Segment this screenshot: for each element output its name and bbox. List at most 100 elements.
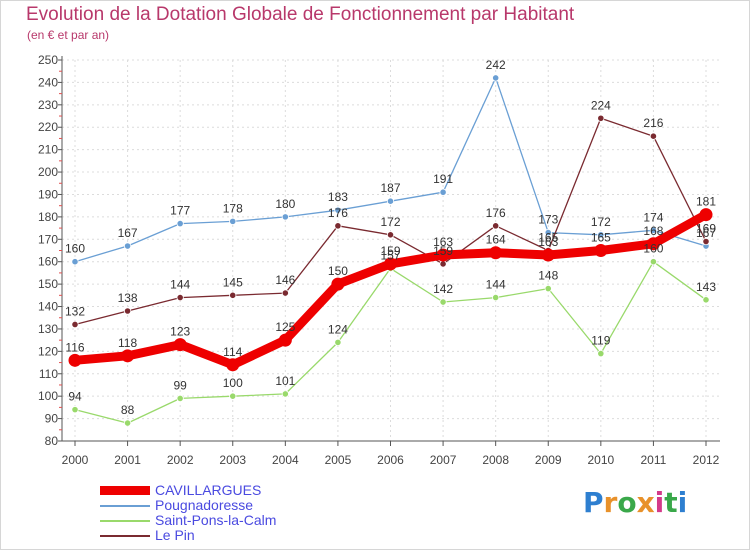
data-point-saint-pons-la-calm (439, 298, 447, 306)
data-point-pougnadoresse (176, 220, 184, 228)
data-point-saint-pons-la-calm (702, 296, 710, 304)
data-point-cavillargues (121, 349, 135, 363)
data-label-saint-pons-la-calm: 142 (433, 282, 453, 296)
data-label-pougnadoresse: 167 (118, 226, 138, 240)
data-point-le-pin (492, 222, 500, 230)
x-tick-label: 2007 (430, 453, 457, 467)
data-point-saint-pons-la-calm (544, 284, 552, 293)
data-label-pougnadoresse: 167 (696, 226, 716, 240)
data-point-saint-pons-la-calm (123, 419, 132, 427)
x-tick-label: 2006 (377, 453, 404, 467)
legend-label-cavillargues: CAVILLARGUES (155, 482, 262, 498)
data-label-cavillargues: 116 (65, 340, 84, 354)
data-label-le-pin: 169 (696, 222, 716, 236)
y-tick-label: 180 (38, 210, 58, 224)
y-tick-label: 190 (38, 187, 58, 201)
data-point-saint-pons-la-calm (334, 338, 342, 346)
data-point-le-pin (597, 114, 605, 122)
data-point-pougnadoresse (439, 188, 447, 196)
data-label-cavillargues: 168 (643, 224, 663, 238)
data-point-pougnadoresse (334, 206, 342, 214)
data-label-pougnadoresse: 242 (486, 58, 506, 72)
x-tick-label: 2003 (219, 453, 246, 467)
y-tick-label: 160 (38, 255, 58, 269)
data-point-saint-pons-la-calm (71, 406, 79, 414)
data-label-le-pin: 138 (118, 291, 138, 305)
legend-swatch-pougnadoresse (100, 505, 150, 507)
data-point-pougnadoresse (386, 197, 395, 205)
legend-label-pougnadoresse: Pougnadoresse (155, 497, 254, 513)
data-point-pougnadoresse (492, 74, 500, 82)
data-label-saint-pons-la-calm: 157 (380, 248, 400, 262)
data-label-cavillargues: 150 (328, 264, 348, 278)
legend-swatch-le-pin (100, 535, 150, 537)
proxiti-logo-letter: i (654, 486, 665, 519)
y-tick-label: 150 (38, 277, 58, 291)
data-label-saint-pons-la-calm: 119 (591, 334, 610, 348)
data-label-pougnadoresse: 177 (170, 204, 190, 218)
data-point-cavillargues (226, 358, 240, 372)
data-point-pougnadoresse (281, 213, 289, 221)
data-point-cavillargues (436, 248, 450, 262)
data-label-pougnadoresse: 187 (380, 181, 400, 195)
data-label-saint-pons-la-calm: 101 (275, 374, 295, 388)
chart-title: Evolution de la Dotation Globale de Fonc… (26, 4, 575, 25)
x-tick-label: 2005 (325, 453, 352, 467)
x-tick-label: 2001 (114, 453, 141, 467)
data-label-cavillargues: 118 (118, 336, 137, 350)
x-tick-label: 2000 (62, 453, 89, 467)
data-label-cavillargues: 159 (380, 244, 400, 258)
data-label-cavillargues: 163 (538, 235, 558, 249)
data-label-saint-pons-la-calm: 124 (328, 322, 348, 336)
y-tick-label: 230 (38, 98, 58, 112)
data-point-saint-pons-la-calm (649, 258, 658, 266)
data-point-le-pin (386, 231, 395, 239)
legend-swatch-cavillargues (100, 486, 150, 495)
data-point-saint-pons-la-calm (281, 390, 289, 398)
x-tick-label: 2004 (272, 453, 299, 467)
y-tick-label: 110 (39, 367, 58, 381)
x-tick-label: 2012 (693, 453, 720, 467)
data-label-saint-pons-la-calm: 100 (223, 376, 243, 390)
data-label-cavillargues: 181 (696, 195, 716, 209)
data-point-pougnadoresse (123, 242, 132, 250)
data-label-cavillargues: 125 (275, 320, 295, 334)
data-point-cavillargues (699, 208, 713, 222)
proxiti-logo-letter: i (677, 486, 688, 519)
data-label-pougnadoresse: 160 (65, 242, 85, 256)
data-label-le-pin: 144 (170, 278, 190, 292)
x-tick-label: 2009 (535, 453, 562, 467)
data-label-le-pin: 145 (223, 275, 243, 289)
data-point-cavillargues (541, 248, 555, 262)
data-point-le-pin (649, 132, 658, 140)
proxiti-logo-letter: r (603, 486, 618, 519)
data-label-cavillargues: 123 (170, 325, 190, 339)
data-label-saint-pons-la-calm: 160 (643, 242, 663, 256)
data-label-cavillargues: 163 (433, 235, 453, 249)
y-tick-label: 170 (38, 232, 58, 246)
data-point-le-pin (334, 222, 342, 230)
data-label-le-pin: 176 (328, 206, 348, 220)
data-point-cavillargues (278, 333, 292, 347)
data-point-le-pin (123, 307, 132, 315)
y-tick-label: 220 (38, 120, 58, 134)
data-point-cavillargues (173, 338, 187, 352)
data-label-pougnadoresse: 172 (591, 215, 611, 229)
chart-subtitle: (en € et par an) (27, 28, 110, 42)
data-label-pougnadoresse: 180 (275, 197, 295, 211)
data-point-saint-pons-la-calm (492, 293, 500, 302)
data-label-saint-pons-la-calm: 99 (173, 378, 187, 392)
data-label-pougnadoresse: 191 (433, 172, 453, 186)
y-tick-label: 240 (38, 75, 58, 89)
data-label-le-pin: 224 (591, 98, 611, 112)
data-point-le-pin (439, 260, 447, 268)
data-label-saint-pons-la-calm: 143 (696, 280, 716, 294)
data-point-le-pin (176, 293, 184, 302)
data-label-le-pin: 176 (486, 206, 506, 220)
data-point-pougnadoresse (71, 258, 79, 266)
y-tick-label: 130 (38, 322, 58, 336)
data-label-pougnadoresse: 183 (328, 190, 348, 204)
data-point-cavillargues (646, 237, 660, 251)
